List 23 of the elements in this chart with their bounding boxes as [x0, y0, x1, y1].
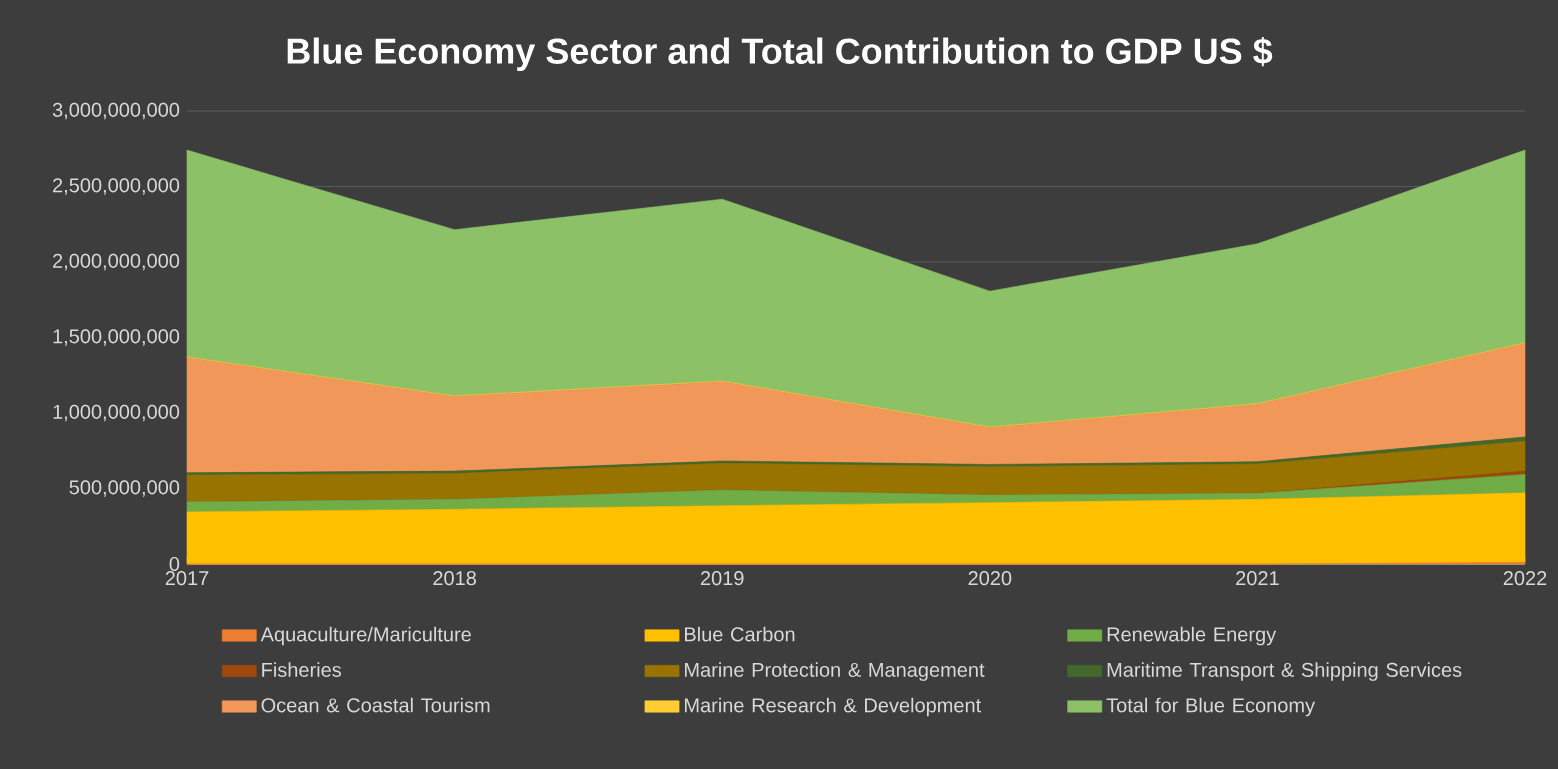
- y-tick-label: 500,000,000: [69, 480, 180, 497]
- legend-label: Ocean & Coastal Tourism: [261, 697, 490, 713]
- y-tick-label: 2,500,000,000: [53, 178, 180, 195]
- y-tick-label: 1,500,000,000: [53, 329, 180, 346]
- legend-label: Marine Protection & Management: [685, 662, 985, 681]
- legend-label: Aquaculture/Mariculture: [260, 626, 471, 646]
- y-tick-label: 2,000,000,000: [53, 253, 180, 271]
- y-tick-label: 3,000,000,000: [52, 102, 180, 120]
- legend-label: Fisheries: [262, 662, 342, 677]
- x-tick-label: 2021: [1236, 571, 1279, 586]
- legend-label: Renewable Energy: [1107, 626, 1277, 646]
- legend-label: Maritime Transport & Shipping Services: [1107, 662, 1462, 681]
- y-tick-label: 0: [169, 556, 180, 572]
- x-tick-label: 2022: [1503, 571, 1547, 586]
- legend-label: Marine Research & Development: [685, 697, 982, 717]
- x-tick-label: 2018: [433, 571, 476, 586]
- legend-label: Blue Carbon: [685, 626, 795, 642]
- x-tick-label: 2019: [700, 571, 744, 586]
- y-tick-label: 1,000,000,000: [53, 404, 180, 422]
- x-tick-label: 2020: [968, 571, 1012, 586]
- chart-title: Blue Economy Sector and Total Contribution to GDP US $: [287, 36, 1273, 72]
- x-tick-label: 2017: [165, 571, 209, 586]
- legend-label: Total for Blue Economy: [1106, 697, 1316, 717]
